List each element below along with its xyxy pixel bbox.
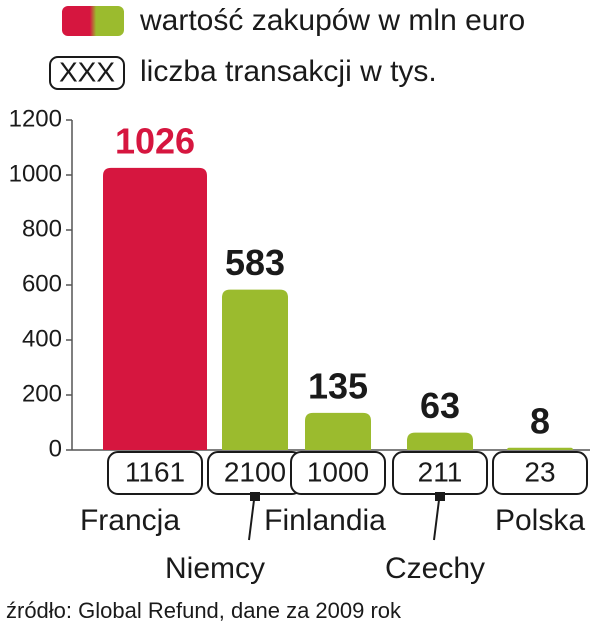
source: źródło: Global Refund, dane za 2009 rok (6, 598, 402, 623)
value-label: 135 (308, 365, 368, 406)
bar (222, 289, 288, 450)
transaction-label: 1161 (125, 456, 185, 487)
transaction-label: 1000 (307, 456, 369, 487)
bar (103, 167, 207, 450)
bar (305, 412, 371, 450)
leader-line (248, 499, 255, 541)
bar (507, 447, 573, 450)
transaction-box (290, 451, 386, 495)
legend-box (49, 56, 125, 90)
x-tick-label: Finlandia (264, 504, 386, 537)
x-tick-label: Francja (80, 504, 180, 537)
transaction-label: 2100 (224, 456, 286, 487)
transaction-label: 211 (418, 456, 463, 487)
y-tick-label: 800 (22, 215, 62, 242)
legend-count-label: liczba transakcji w tys. (140, 55, 437, 88)
leader-line (433, 499, 440, 541)
bar (407, 432, 473, 450)
y-tick-label: 400 (22, 325, 62, 352)
value-label: 8 (530, 400, 550, 441)
legend-value-label: wartość zakupów w mln euro (139, 4, 525, 37)
legend-box-symbol: XXX (59, 56, 115, 87)
y-tick-label: 0 (49, 435, 62, 462)
legend-swatch (62, 6, 124, 36)
value-label: 583 (225, 242, 285, 283)
transaction-box (107, 451, 203, 495)
y-tick-label: 1000 (9, 160, 62, 187)
x-tick-label: Czechy (385, 552, 485, 585)
transaction-label: 23 (524, 456, 555, 487)
leader-dot (250, 492, 260, 501)
y-tick-label: 200 (22, 380, 62, 407)
transaction-box (492, 451, 588, 495)
value-label: 63 (420, 385, 460, 426)
y-tick-label: 1200 (9, 105, 62, 132)
x-tick-label: Niemcy (165, 552, 265, 585)
y-tick-label: 600 (22, 270, 62, 297)
leader-dot (435, 492, 445, 501)
x-tick-label: Polska (495, 504, 585, 537)
value-label: 1026 (115, 120, 195, 161)
